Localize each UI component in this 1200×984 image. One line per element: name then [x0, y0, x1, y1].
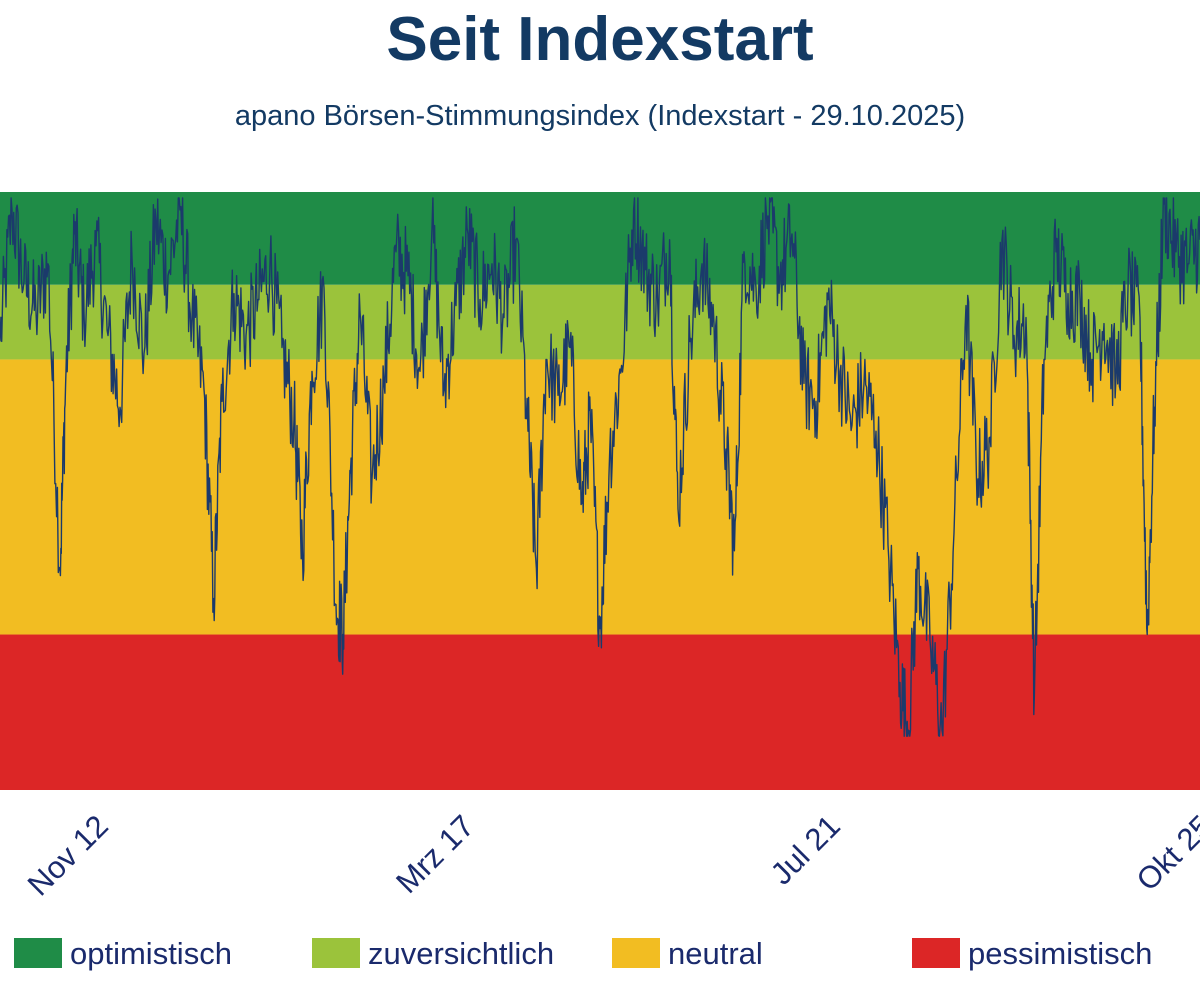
legend-swatch	[312, 938, 360, 968]
legend-label: neutral	[668, 936, 763, 971]
series-line-0	[0, 197, 1200, 737]
zone-neutral	[0, 359, 1200, 635]
legend: optimistisch zuversichtlich neutral pessimi…	[0, 932, 1200, 976]
legend-swatch	[14, 938, 62, 968]
x-tick-label: Jul 21	[764, 808, 847, 891]
legend-label: zuversichtlich	[368, 936, 555, 971]
zone-pessimistisch	[0, 634, 1200, 790]
legend-label: pessimistisch	[968, 936, 1153, 971]
x-axis-ticks: Nov 12 Mrz 17 Jul 21 Okt 25	[21, 808, 1200, 902]
legend-label: optimistisch	[70, 936, 232, 971]
x-tick-label: Okt 25	[1130, 808, 1200, 897]
zone-bands	[0, 192, 1200, 790]
legend-swatch	[912, 938, 960, 968]
chart-subtitle: apano Börsen-Stimmungsindex (Indexstart …	[234, 100, 966, 132]
series-layer	[0, 197, 1200, 737]
legend-swatch	[612, 938, 660, 968]
x-tick-label: Mrz 17	[389, 808, 481, 900]
chart-title: Seit Indexstart	[386, 5, 814, 74]
x-tick-label: Nov 12	[21, 808, 115, 902]
